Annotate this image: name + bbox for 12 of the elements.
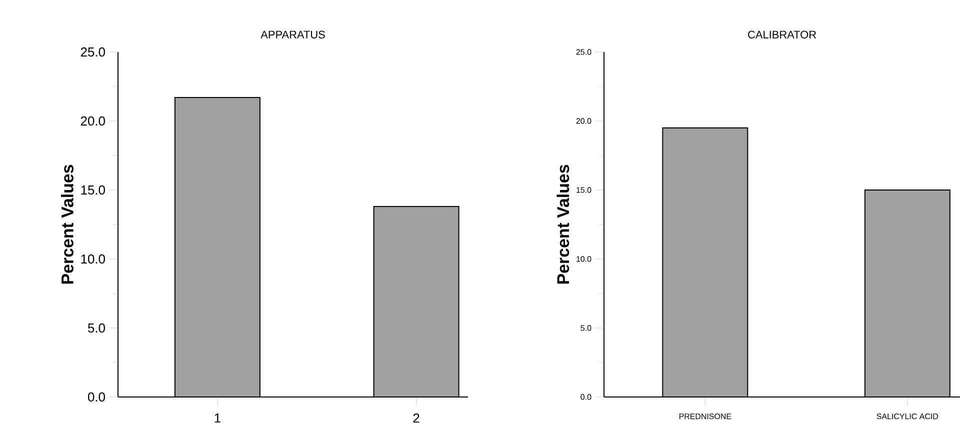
- chart-title: APPARATUS: [260, 30, 325, 38]
- y-axis-title: Percent Values: [556, 164, 570, 284]
- y-axis-title: Percent Values: [61, 164, 74, 284]
- y-tick-label: 20.0: [80, 116, 105, 126]
- chart-title: CALIBRATOR: [748, 30, 816, 38]
- x-tick-label: 2: [413, 414, 420, 423]
- y-tick-label: 15.0: [81, 185, 105, 195]
- y-tick-label: 10.0: [81, 254, 105, 264]
- y-tick-label: 0.0: [88, 392, 105, 402]
- y-tick-label: 5.0: [88, 323, 105, 333]
- x-tick-label: 1: [214, 414, 220, 422]
- y-tick-label: 25.0: [80, 47, 105, 57]
